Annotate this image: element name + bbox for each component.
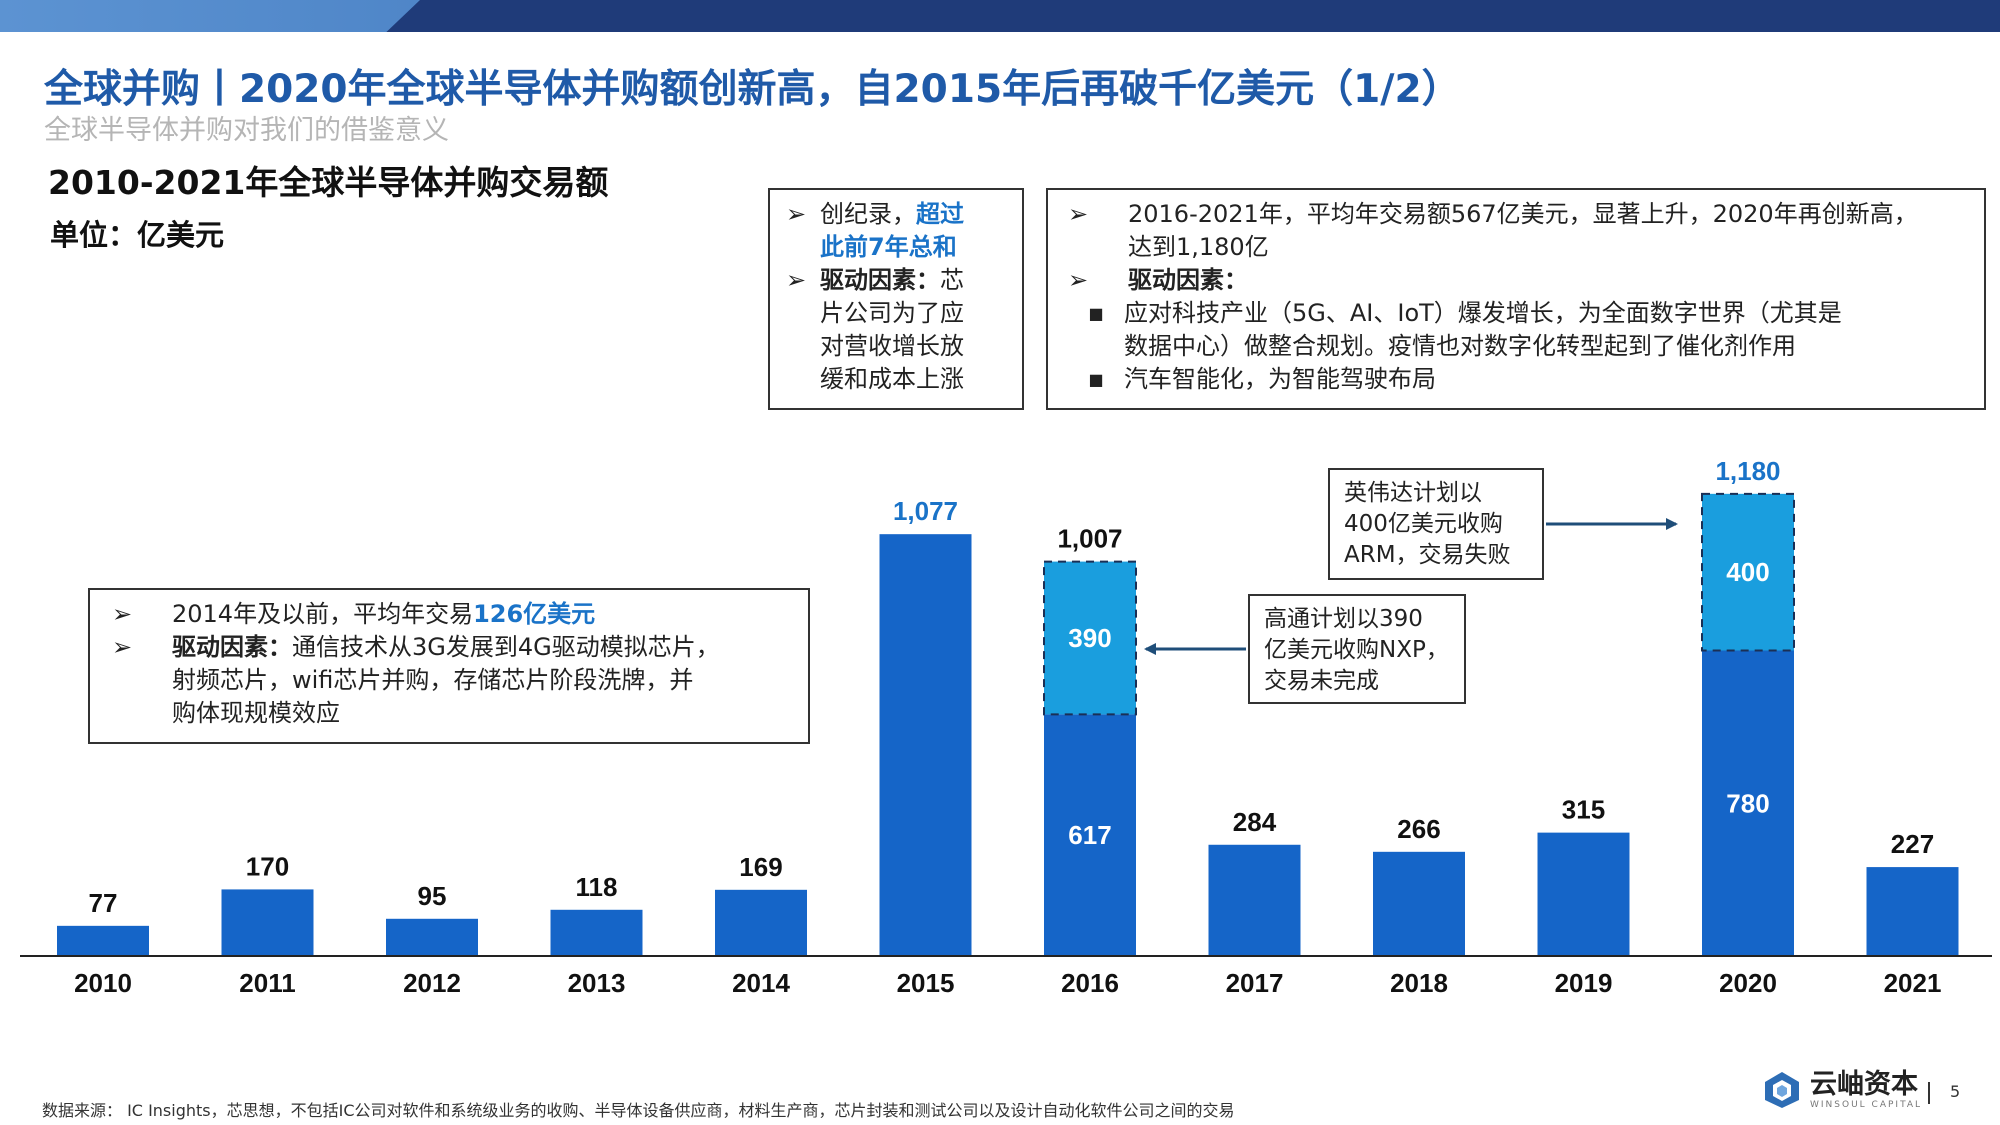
- winsoul-logo-icon: [1765, 1072, 1799, 1108]
- nvidia-line-1: 英伟达计划以: [1344, 480, 1482, 506]
- arrow-bullet-icon: ➢: [786, 200, 807, 228]
- arrow-bullet-icon: ➢: [112, 600, 133, 628]
- x-tick-label-2021: 2021: [1884, 968, 1942, 998]
- early-highlight: 126亿美元: [473, 600, 596, 628]
- bar-total-label-2019: 315: [1562, 795, 1605, 825]
- record-line-1: 创纪录，: [820, 200, 916, 228]
- bar-total-label-2013: 118: [576, 872, 618, 902]
- bar-completed-2016: [1044, 714, 1136, 956]
- recent-line-1: 2016-2021年，平均年交易额567亿美元，显著上升，2020年再创新高，: [1128, 200, 1918, 228]
- nvidia-line-3: ARM，交易失败: [1344, 542, 1511, 568]
- bar-segment-label-2020: 780: [1726, 788, 1769, 818]
- x-tick-label-2016: 2016: [1061, 968, 1119, 998]
- bar-completed-2012: [386, 918, 478, 956]
- x-tick-label-2013: 2013: [568, 968, 626, 998]
- x-tick-label-2011: 2011: [239, 968, 295, 998]
- square-bullet-icon: ■: [1088, 304, 1104, 323]
- bar-total-label-2014: 169: [739, 852, 782, 882]
- bar-completed-2014: [715, 889, 807, 956]
- bar-completed-2017: [1208, 844, 1301, 956]
- x-tick-label-2017: 2017: [1226, 968, 1284, 998]
- bar-total-label-2016: 1,007: [1057, 524, 1122, 554]
- record-note-box: ➢ 创纪录，超过 此前7年总和 ➢ 驱动因素：芯 片公司为了应 对营收增长放 缓和成…: [768, 188, 1024, 410]
- early-line-4: 购体现规模效应: [172, 699, 340, 727]
- bar-completed-2011: [221, 889, 314, 956]
- bar-failed-deal-2020: [1701, 492, 1795, 652]
- data-source-note: 数据来源： IC Insights，芯思想，不包括IC公司对软件和系统级业务的收…: [42, 1101, 1235, 1120]
- bar-completed-2021: [1866, 867, 1959, 956]
- record-highlight-2: 此前7年总和: [820, 233, 957, 261]
- page-subtitle: 全球半导体并购对我们的借鉴意义: [44, 115, 449, 146]
- bar-total-label-2015: 1,077: [893, 496, 958, 526]
- arrow-bullet-icon: ➢: [112, 633, 133, 661]
- square-bullet-icon: ■: [1088, 370, 1104, 389]
- record-line-4: 片公司为了应: [820, 299, 964, 327]
- recent-bullet-1-line-2: 数据中心）做整合规划。疫情也对数字化转型起到了催化剂作用: [1124, 332, 1796, 360]
- bar-total-label-2010: 77: [89, 888, 118, 918]
- recent-line-2: 达到1,180亿: [1128, 233, 1269, 261]
- logo-name-cn: 云岫资本: [1810, 1069, 1918, 1100]
- record-highlight-1: 超过: [916, 200, 964, 228]
- bar-completed-2010: [57, 925, 149, 956]
- record-line-3: 芯: [940, 266, 964, 294]
- arrow-bullet-icon: ➢: [1068, 266, 1089, 294]
- bar-total-label-2017: 284: [1233, 807, 1277, 837]
- record-line-6: 缓和成本上涨: [820, 365, 964, 393]
- qualcomm-line-1: 高通计划以390: [1264, 606, 1423, 632]
- record-line-5: 对营收增长放: [820, 332, 964, 360]
- company-logo: 云岫资本 WINSOUL CAPITAL: [1762, 1070, 1922, 1110]
- recent-bullet-2: 汽车智能化，为智能驾驶布局: [1124, 365, 1436, 393]
- bar-completed-2020: [1702, 650, 1794, 956]
- x-tick-label-2015: 2015: [897, 968, 955, 998]
- bar-segment-label-failed-2016: 390: [1068, 623, 1111, 653]
- bar-completed-2015: [879, 534, 972, 956]
- top-banner-accent: [0, 0, 420, 32]
- nvidia-line-2: 400亿美元收购: [1344, 511, 1503, 537]
- x-tick-label-2020: 2020: [1719, 968, 1777, 998]
- early-driver-label: 驱动因素：: [172, 633, 292, 661]
- arrow-bullet-icon: ➢: [1068, 200, 1089, 228]
- bar-failed-deal-2016: [1043, 560, 1137, 716]
- early-line-1: 2014年及以前，平均年交易: [172, 600, 474, 628]
- qualcomm-line-2: 亿美元收购NXP，: [1264, 637, 1449, 663]
- bar-segment-label-failed-2020: 400: [1726, 557, 1769, 587]
- bar-total-label-2020: 1,180: [1715, 456, 1780, 486]
- x-tick-label-2010: 2010: [74, 968, 132, 998]
- qualcomm-line-3: 交易未完成: [1264, 668, 1379, 694]
- recent-driver-label: 驱动因素：: [1128, 266, 1248, 294]
- qualcomm-callout: 高通计划以390 亿美元收购NXP， 交易未完成: [1248, 594, 1466, 704]
- chart-title: 2010-2021年全球半导体并购交易额: [48, 163, 609, 202]
- x-tick-label-2019: 2019: [1555, 968, 1613, 998]
- x-tick-label-2014: 2014: [732, 968, 790, 998]
- recent-bullet-1-line-1: 应对科技产业（5G、AI、IoT）爆发增长，为全面数字世界（尤其是: [1124, 299, 1842, 327]
- bar-completed-2019: [1537, 832, 1630, 956]
- bar-total-label-2018: 266: [1397, 814, 1440, 844]
- x-tick-label-2012: 2012: [403, 968, 461, 998]
- early-line-2: 通信技术从3G发展到4G驱动模拟芯片，: [292, 633, 720, 661]
- bar-completed-2018: [1373, 851, 1465, 956]
- recent-period-box: ➢ 2016-2021年，平均年交易额567亿美元，显著上升，2020年再创新高，…: [1046, 188, 1986, 410]
- arrow-bullet-icon: ➢: [786, 266, 807, 294]
- early-line-3: 射频芯片，wifi芯片并购，存储芯片阶段洗牌，并: [172, 666, 694, 694]
- page-separator: [1928, 1082, 1930, 1104]
- bar-total-label-2011: 170: [246, 851, 289, 881]
- bar-total-label-2021: 227: [1891, 829, 1934, 859]
- early-period-box: ➢ 2014年及以前，平均年交易126亿美元 ➢ 驱动因素：通信技术从3G发展到4G…: [88, 588, 810, 744]
- bar-total-label-2012: 95: [418, 881, 447, 911]
- page-title: 全球并购丨2020年全球半导体并购额创新高，自2015年后再破千亿美元（1/2）: [44, 67, 1461, 112]
- nvidia-callout: 英伟达计划以 400亿美元收购 ARM，交易失败: [1328, 468, 1544, 580]
- bar-completed-2013: [550, 909, 643, 956]
- page-number: 5: [1950, 1082, 1961, 1101]
- x-tick-label-2018: 2018: [1390, 968, 1448, 998]
- logo-name-en: WINSOUL CAPITAL: [1810, 1100, 1923, 1110]
- unit-label: 单位：亿美元: [50, 218, 225, 252]
- record-driver-label: 驱动因素：: [820, 266, 940, 294]
- bar-segment-label-2016: 617: [1068, 820, 1111, 850]
